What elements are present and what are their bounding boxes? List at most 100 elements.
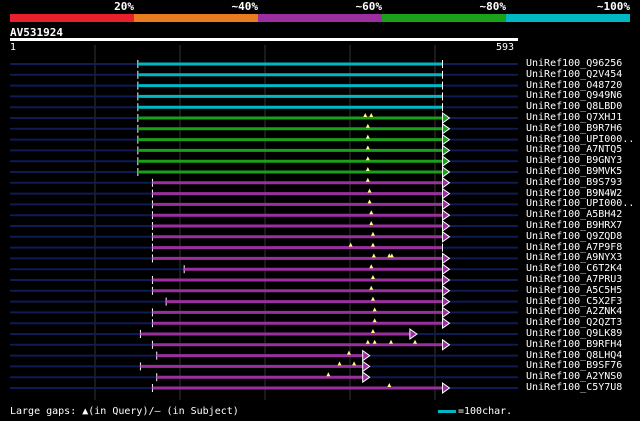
query-gap-marker [371, 253, 376, 258]
hit-end-arrow [441, 295, 451, 308]
hit-label[interactable]: UniRef100_Q96256 [526, 58, 623, 69]
hit-label[interactable]: UniRef100_B9S793 [526, 176, 623, 188]
hit-label[interactable]: UniRef100_Q9LK89 [526, 328, 623, 339]
hit-end-arrow [441, 144, 451, 157]
hit-end-arrow [409, 328, 418, 340]
query-gap-marker [369, 113, 374, 117]
hit-label[interactable]: UniRef100_A2ZNK4 [526, 306, 623, 318]
hit-end-arrow [441, 263, 451, 276]
query-gap-marker [352, 361, 357, 366]
query-gap-marker [369, 285, 374, 290]
query-gap-marker [365, 339, 370, 344]
hit-end-arrow [441, 317, 451, 330]
query-gap-marker [372, 307, 377, 312]
hit-label[interactable]: UniRef100_A7PRU3 [526, 274, 623, 285]
hit-label[interactable]: UniRef100_Q9ZQD8 [526, 230, 623, 242]
hit-end-arrow [441, 306, 451, 319]
query-start: 1 [10, 42, 17, 53]
scale-bar [438, 410, 456, 413]
query-gap-marker [365, 156, 370, 161]
hit-label[interactable]: UniRef100_A7P9F8 [526, 241, 623, 253]
query-gap-marker [365, 145, 370, 150]
hit-label[interactable]: UniRef100_A5BH42 [526, 209, 623, 221]
legend-swatch [506, 14, 630, 22]
hit-end-arrow [441, 122, 451, 135]
query-gap-marker [372, 339, 377, 344]
query-gap-marker [365, 167, 370, 171]
query-gap-marker [370, 329, 375, 333]
hit-label[interactable]: UniRef100_A9NYX3 [526, 252, 623, 264]
hit-label[interactable]: UniRef100_UPI000.. [526, 133, 635, 145]
legend-label: ~40% [231, 0, 259, 13]
query-gap-marker [367, 188, 372, 193]
query-gap-marker [348, 242, 353, 247]
query-gap-marker [369, 264, 374, 269]
hit-label[interactable]: UniRef100_A5C5H5 [526, 284, 623, 296]
hit-end-arrow [362, 360, 371, 373]
identity-legend-bar [10, 14, 630, 22]
query-gap-marker [389, 339, 393, 344]
query-gap-marker [346, 350, 351, 355]
hit-end-arrow [441, 284, 451, 297]
gaps-legend: Large gaps: ▲(in Query)/— (in Subject) [10, 406, 239, 417]
query-name: AV531924 [10, 26, 63, 39]
query-gap-marker [370, 231, 375, 236]
query-gap-marker [370, 242, 375, 247]
hit-end-arrow [441, 112, 451, 124]
legend-label: ~100% [596, 0, 630, 13]
hit-end-arrow [441, 187, 451, 200]
hit-label[interactable]: UniRef100_A7NTQ5 [526, 144, 623, 156]
hit-label[interactable]: UniRef100_B9SF76 [526, 360, 623, 372]
hit-end-arrow [441, 198, 451, 211]
hit-label[interactable]: UniRef100_UPI000.. [526, 198, 635, 210]
query-gap-marker [337, 361, 342, 366]
hit-end-arrow [441, 209, 451, 222]
hit-end-arrow [441, 176, 451, 189]
hit-label[interactable]: UniRef100_O48720 [526, 79, 623, 91]
hit-label[interactable]: UniRef100_B9RFH4 [526, 338, 623, 350]
query-gap-marker [365, 177, 370, 182]
query-gap-marker [326, 372, 331, 377]
hit-label[interactable]: UniRef100_Q8LBD0 [526, 101, 623, 113]
query-gap-marker [370, 275, 375, 279]
hit-end-arrow [441, 338, 451, 351]
hit-label[interactable]: UniRef100_B9GNY3 [526, 155, 623, 167]
hit-label[interactable]: UniRef100_B9HRX7 [526, 220, 623, 231]
hit-end-arrow [441, 133, 451, 146]
hit-end-arrow [362, 349, 371, 362]
query-gap-marker [367, 199, 372, 204]
hit-end-arrow [441, 166, 451, 178]
hit-label[interactable]: UniRef100_C5X2F3 [526, 295, 623, 307]
hit-end-arrow [441, 274, 451, 286]
hit-label[interactable]: UniRef100_B9R7H6 [526, 122, 623, 134]
legend-swatch [10, 14, 134, 22]
legend-swatch [382, 14, 506, 22]
query-bar [10, 38, 518, 41]
legend-label: ~80% [479, 0, 507, 13]
legend-swatch [258, 14, 382, 22]
hit-label[interactable]: UniRef100_Q8LHQ4 [526, 349, 623, 361]
hit-label[interactable]: UniRef100_Q7XHJ1 [526, 112, 623, 123]
legend-label: ~60% [355, 0, 383, 13]
query-gap-marker [413, 339, 418, 344]
hit-label[interactable]: UniRef100_A2YNS0 [526, 371, 623, 383]
hit-end-arrow [441, 252, 451, 265]
query-gap-marker [363, 113, 368, 117]
hit-end-arrow [441, 382, 451, 394]
hit-label[interactable]: UniRef100_Q2QZT3 [526, 317, 623, 329]
hit-label[interactable]: UniRef100_C5Y7U8 [526, 382, 623, 393]
hit-label[interactable]: UniRef100_Q949N6 [526, 90, 623, 102]
query-gap-marker [369, 210, 374, 215]
hit-label[interactable]: UniRef100_B9N4W2 [526, 187, 623, 199]
query-gap-marker [387, 253, 392, 258]
query-gap-marker [370, 296, 375, 301]
query-gap-marker [369, 221, 374, 225]
hit-end-arrow [362, 371, 371, 384]
hit-label[interactable]: UniRef100_C6T2K4 [526, 263, 623, 275]
hit-end-arrow [441, 220, 451, 232]
query-gap-marker [372, 318, 377, 323]
scale-label: =100char. [458, 406, 513, 417]
hit-label[interactable]: UniRef100_Q2V454 [526, 68, 623, 80]
hit-label[interactable]: UniRef100_B9MVK5 [526, 166, 623, 177]
